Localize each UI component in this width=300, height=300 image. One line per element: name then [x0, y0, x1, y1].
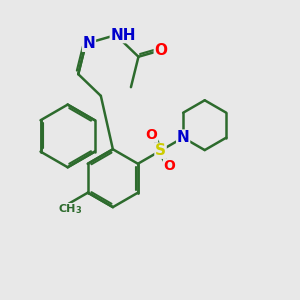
- Text: N: N: [82, 36, 95, 51]
- Text: N: N: [177, 130, 190, 145]
- Text: S: S: [155, 143, 166, 158]
- Text: O: O: [164, 159, 175, 173]
- Text: 3: 3: [76, 206, 82, 214]
- Text: CH: CH: [58, 203, 75, 214]
- Text: O: O: [146, 128, 158, 142]
- Text: NH: NH: [110, 28, 136, 43]
- Text: O: O: [154, 43, 167, 58]
